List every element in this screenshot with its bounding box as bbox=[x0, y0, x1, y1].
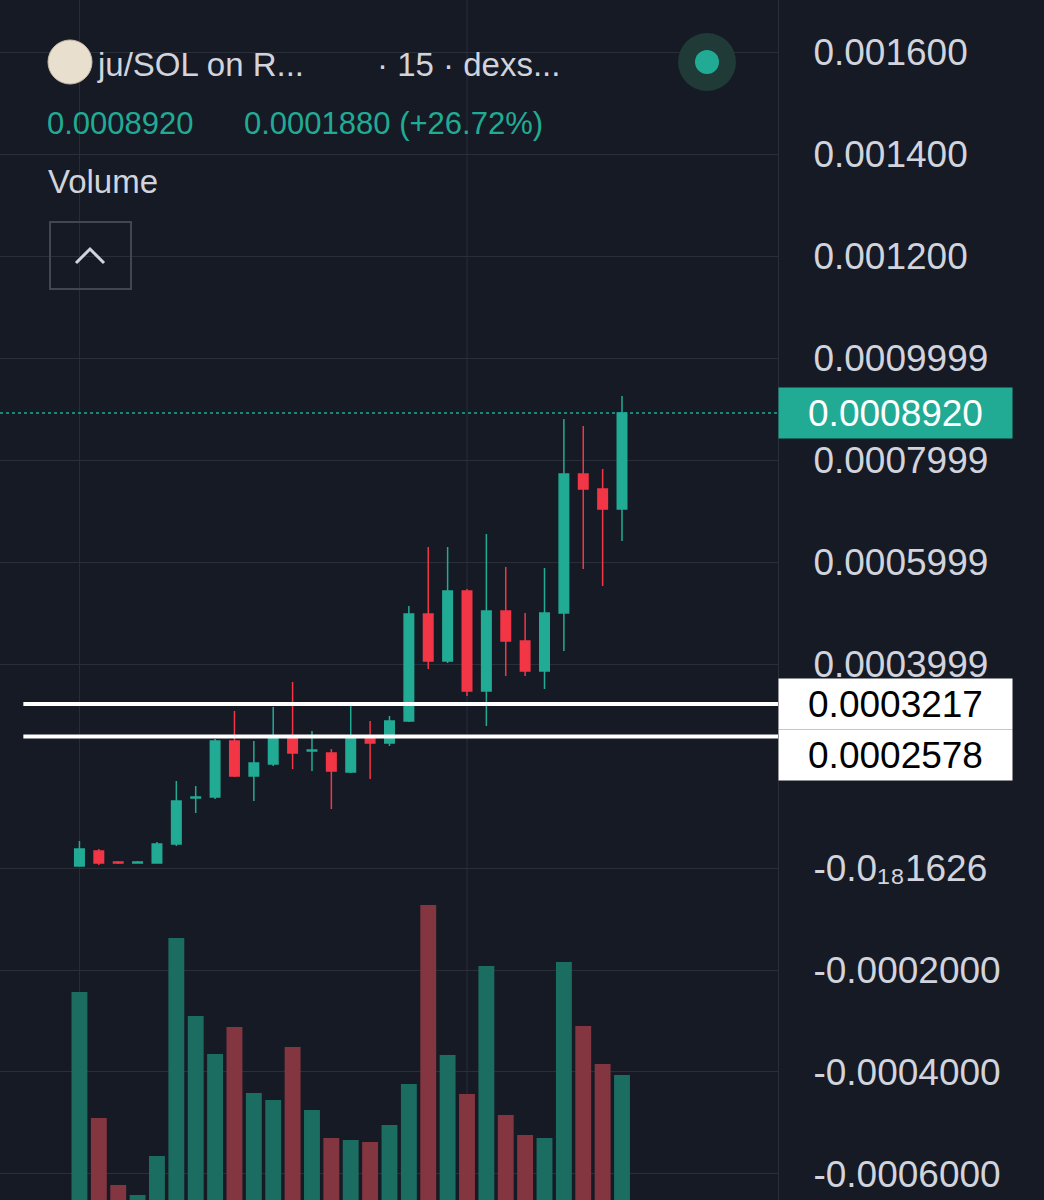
svg-text:0.0008920: 0.0008920 bbox=[47, 106, 194, 141]
svg-text:0.0005999: 0.0005999 bbox=[813, 542, 988, 583]
svg-text:-0.0004000: -0.0004000 bbox=[813, 1052, 1000, 1093]
svg-text:0.0003999: 0.0003999 bbox=[813, 644, 988, 685]
svg-text:-0.0006000: -0.0006000 bbox=[813, 1154, 1000, 1195]
svg-text:Volume: Volume bbox=[48, 163, 158, 200]
svg-text:0.0003217: 0.0003217 bbox=[808, 684, 983, 725]
svg-text:· 15 · dexs...: · 15 · dexs... bbox=[377, 46, 560, 83]
svg-text:0.0009999: 0.0009999 bbox=[813, 338, 988, 379]
svg-text:0.0001880 (+26.72%): 0.0001880 (+26.72%) bbox=[244, 106, 543, 141]
svg-text:0.0008920: 0.0008920 bbox=[808, 393, 983, 434]
svg-text:0.0007999: 0.0007999 bbox=[813, 440, 988, 481]
svg-text:0.0002578: 0.0002578 bbox=[808, 735, 983, 776]
svg-text:ju/SOL on R...: ju/SOL on R... bbox=[97, 46, 304, 83]
svg-text:-0.0₁₈1626: -0.0₁₈1626 bbox=[813, 848, 987, 889]
svg-text:-0.0002000: -0.0002000 bbox=[813, 950, 1000, 991]
svg-text:0.001400: 0.001400 bbox=[813, 134, 967, 175]
svg-text:0.001600: 0.001600 bbox=[813, 32, 967, 73]
svg-text:0.001200: 0.001200 bbox=[813, 236, 967, 277]
